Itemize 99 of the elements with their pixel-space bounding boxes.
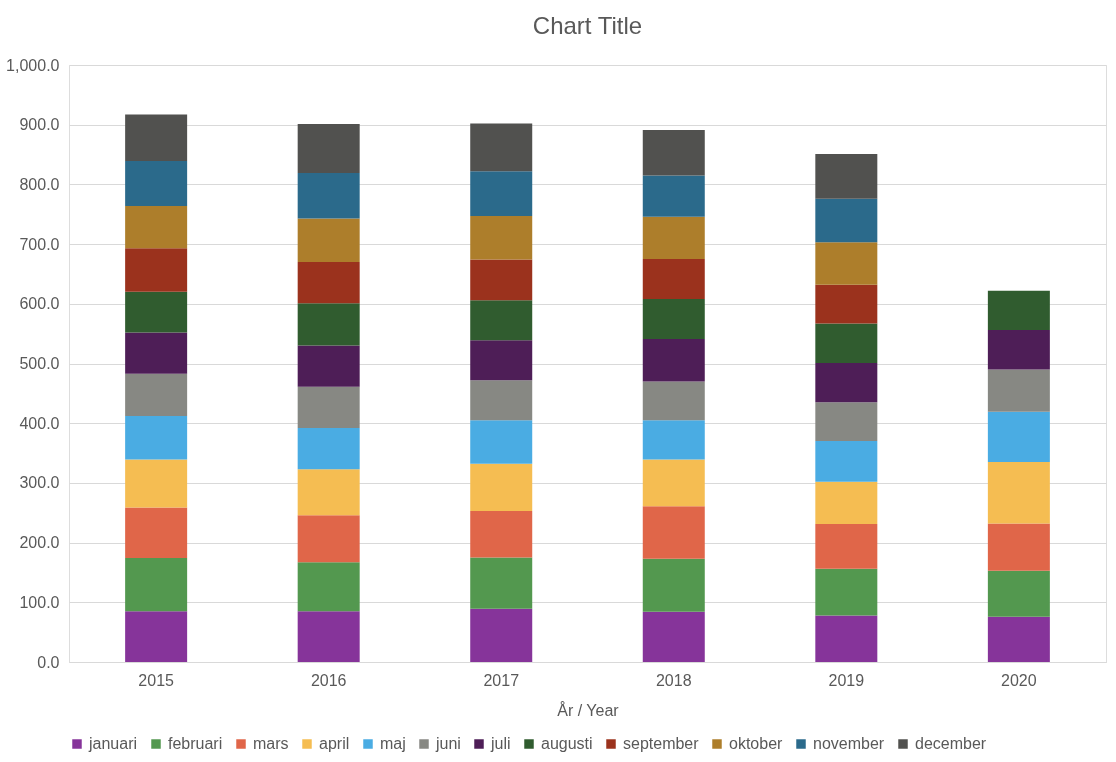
- bar: [815, 362, 878, 403]
- bar: [642, 506, 705, 559]
- bar: [470, 420, 533, 464]
- bar: [642, 381, 705, 421]
- y-tick-label: 200.0: [19, 534, 60, 552]
- y-tick-label: 500.0: [19, 355, 60, 372]
- bar: [125, 161, 188, 206]
- bar: [297, 262, 360, 304]
- bar: [642, 558, 705, 612]
- bar: [297, 469, 360, 516]
- bar: [470, 510, 533, 558]
- bar: [297, 173, 360, 219]
- legend-label: juni: [435, 735, 461, 752]
- bar: [470, 259, 533, 301]
- bar: [815, 568, 878, 616]
- bar: [642, 299, 705, 340]
- bar: [642, 216, 705, 260]
- bar: [815, 284, 878, 324]
- bar: [297, 427, 360, 470]
- bar: [470, 463, 533, 511]
- y-tick-label: 800.0: [19, 175, 60, 193]
- legend-label: augusti: [541, 735, 593, 752]
- legend-label: mars: [253, 735, 289, 752]
- y-tick-label: 1,000.0: [6, 56, 60, 74]
- legend-label: januari: [88, 735, 138, 752]
- bar: [297, 386, 360, 428]
- bar: [125, 558, 188, 612]
- bar: [987, 411, 1050, 463]
- bar: [470, 171, 533, 217]
- bar: [470, 340, 533, 381]
- bar: [125, 332, 188, 374]
- bar: [987, 570, 1050, 617]
- bar: [125, 507, 188, 559]
- legend-label: februari: [168, 735, 223, 752]
- legend-label: april: [319, 735, 350, 752]
- bar: [642, 459, 705, 507]
- bar: [642, 130, 705, 176]
- bar: [987, 462, 1050, 524]
- legend-label: december: [915, 735, 987, 752]
- x-axis-title: År / Year: [557, 700, 620, 719]
- bar: [297, 562, 360, 612]
- x-tick-label: 2018: [655, 671, 692, 689]
- y-tick-label: 0.0: [37, 653, 60, 671]
- x-tick-label: 2016: [310, 671, 347, 689]
- bar: [815, 481, 878, 525]
- bar: [125, 416, 188, 460]
- bar: [297, 515, 360, 563]
- bar: [815, 153, 878, 199]
- bar: [815, 615, 878, 662]
- bar: [470, 300, 533, 341]
- bar: [470, 557, 533, 609]
- bar: [125, 205, 188, 249]
- bar: [987, 330, 1050, 370]
- bar: [470, 380, 533, 421]
- x-tick-label: 2015: [138, 671, 175, 689]
- y-tick-label: 700.0: [19, 235, 60, 253]
- bar: [125, 459, 188, 508]
- bar: [815, 441, 878, 482]
- y-tick-label: 900.0: [19, 116, 60, 134]
- y-tick-label: 600.0: [19, 295, 60, 313]
- legend-label: maj: [380, 735, 406, 752]
- x-tick-label: 2020: [1001, 671, 1037, 689]
- bar: [987, 616, 1050, 662]
- bar: [125, 114, 188, 162]
- y-tick-label: 100.0: [19, 593, 60, 611]
- bar: [470, 608, 533, 662]
- bar: [987, 290, 1050, 331]
- bar: [125, 291, 188, 333]
- bar: [642, 420, 705, 460]
- bar: [642, 339, 705, 382]
- x-tick-label: 2017: [483, 671, 520, 689]
- bar: [470, 123, 533, 172]
- bar: [987, 369, 1050, 412]
- bar: [470, 216, 533, 260]
- legend-label: oktober: [729, 735, 784, 752]
- bar: [987, 523, 1050, 571]
- legend-label: juli: [490, 735, 511, 752]
- bar: [125, 611, 188, 662]
- bar: [125, 248, 188, 292]
- bar: [297, 611, 360, 662]
- y-tick-label: 400.0: [19, 414, 60, 432]
- x-tick-label: 2019: [828, 671, 865, 689]
- legend-label: november: [813, 735, 885, 752]
- bar: [297, 303, 360, 346]
- bar: [642, 611, 705, 662]
- chart-title: Chart Title: [532, 12, 643, 39]
- bar: [815, 524, 878, 569]
- bar: [642, 259, 705, 300]
- bar: [815, 198, 878, 243]
- bar: [815, 323, 878, 363]
- y-tick-label: 300.0: [19, 474, 60, 492]
- legend-label: september: [623, 735, 700, 752]
- bar: [297, 124, 360, 174]
- bar: [815, 242, 878, 285]
- bar: [297, 218, 360, 263]
- bar: [297, 345, 360, 387]
- bar: [125, 373, 188, 417]
- bar: [815, 402, 878, 442]
- bar: [642, 175, 705, 217]
